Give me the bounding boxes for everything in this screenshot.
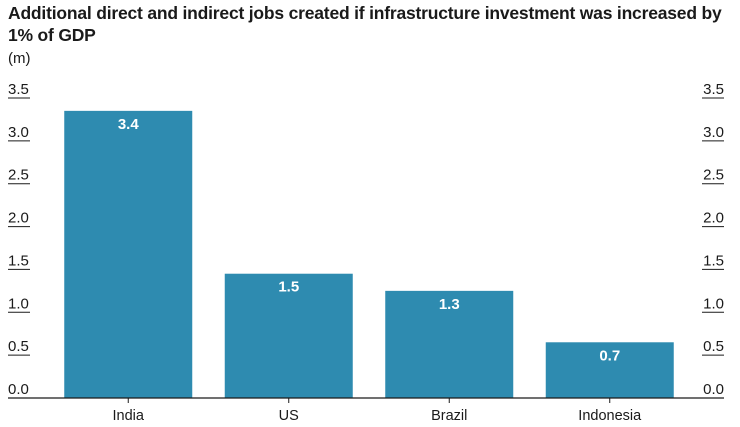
- bar-india: [64, 110, 193, 398]
- data-label-indonesia: 0.7: [599, 347, 620, 364]
- data-label-india: 3.4: [118, 116, 140, 133]
- y-tick-label-left: 2.5: [8, 167, 29, 184]
- y-tick-label-right: 1.5: [703, 252, 724, 269]
- chart-title: Additional direct and indirect jobs crea…: [8, 3, 722, 45]
- bar-indonesia: [545, 342, 674, 398]
- y-tick-label-left: 1.0: [8, 295, 29, 312]
- x-tick-label-us: US: [279, 408, 299, 424]
- y-tick-label-right: 2.0: [703, 210, 724, 227]
- y-tick-label-left: 3.5: [8, 81, 29, 98]
- x-tick-label-brazil: Brazil: [431, 408, 467, 424]
- y-tick-label-left: 0.5: [8, 338, 29, 355]
- y-tick-label-left: 3.0: [8, 124, 29, 141]
- y-tick-label-right: 3.0: [703, 124, 724, 141]
- y-tick-label-left: 1.5: [8, 252, 29, 269]
- bar-us: [224, 273, 353, 398]
- data-label-brazil: 1.3: [439, 296, 460, 313]
- y-tick-label-right: 2.5: [703, 167, 724, 184]
- y-tick-label-right: 3.5: [703, 81, 724, 98]
- x-tick-label-indonesia: Indonesia: [578, 408, 642, 424]
- bar-brazil: [385, 290, 514, 398]
- y-tick-label-right: 1.0: [703, 295, 724, 312]
- y-tick-label-left: 0.0: [8, 381, 29, 398]
- x-tick-label-india: India: [113, 408, 145, 424]
- y-tick-label-right: 0.5: [703, 338, 724, 355]
- y-tick-label-left: 2.0: [8, 210, 29, 227]
- y-axis-unit: (m): [8, 50, 31, 67]
- data-label-us: 1.5: [278, 279, 299, 296]
- y-tick-label-right: 0.0: [703, 381, 724, 398]
